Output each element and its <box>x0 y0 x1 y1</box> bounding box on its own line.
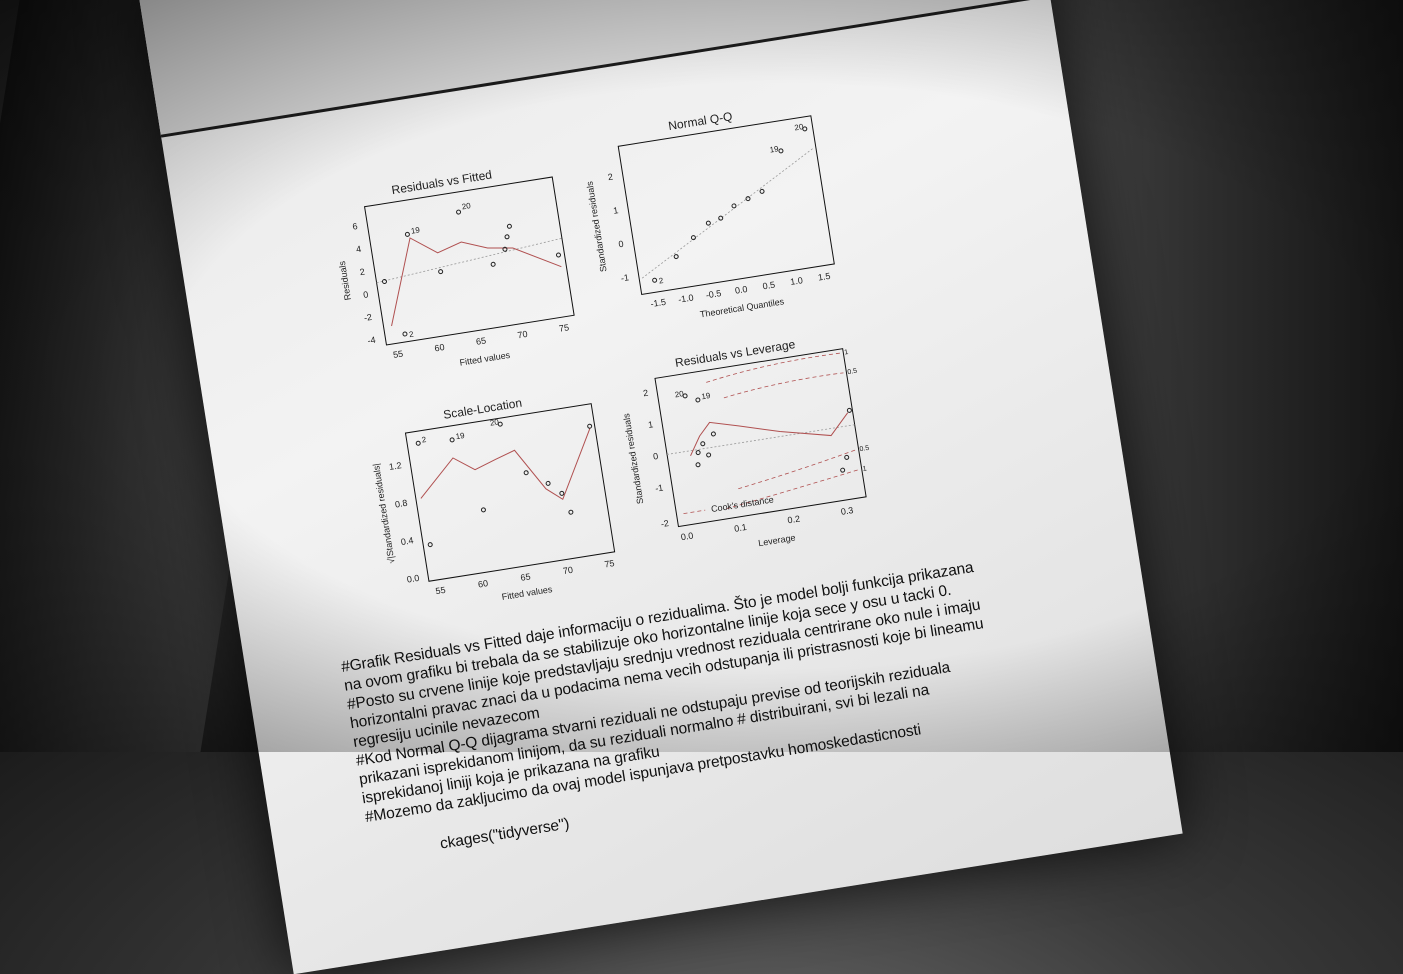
x-tick: -1.5 <box>650 297 667 309</box>
x-tick: 0.3 <box>840 505 854 517</box>
point-label: 19 <box>769 144 780 154</box>
y-tick: 0.8 <box>394 498 408 510</box>
x-tick: 0.2 <box>787 514 801 526</box>
x-tick: 75 <box>558 322 569 333</box>
diagnostic-plots: Residuals vs Fitted 19 20 2 -4 -2 0 2 4 … <box>318 86 895 630</box>
y-axis-label: Standardized residuals <box>621 412 645 504</box>
y-tick: -2 <box>363 312 372 323</box>
plot-scale-location: Scale-Location 2 19 20 0.0 0.4 0.8 1.2 5… <box>371 396 616 602</box>
contour-label: 0.5 <box>859 445 870 453</box>
y-tick: 4 <box>355 244 362 255</box>
plot-residuals-vs-fitted: Residuals vs Fitted 19 20 2 -4 -2 0 2 4 … <box>337 168 575 368</box>
y-tick: -2 <box>660 518 669 529</box>
contour-label: 1 <box>862 465 867 473</box>
x-tick: 0.0 <box>680 530 694 542</box>
x-tick: 1.5 <box>817 271 831 283</box>
x-axis-label: Leverage <box>758 532 797 548</box>
plot-residuals-vs-leverage: Residuals vs Leverage 20 19 1 0.5 0.5 1 <box>621 337 870 548</box>
x-tick: 65 <box>475 335 486 346</box>
plot-frame <box>654 348 867 528</box>
x-tick: 1.0 <box>790 275 804 287</box>
x-axis-label: Fitted values <box>501 584 553 602</box>
y-axis-label: √|Standardized residuals| <box>371 463 397 564</box>
point-label: 20 <box>489 417 500 427</box>
legend-cooks-distance: Cook's distance <box>710 494 774 514</box>
x-tick: -0.5 <box>705 288 722 300</box>
plot-title: Residuals vs Leverage <box>674 337 796 370</box>
point-label: 19 <box>410 225 421 235</box>
x-tick: 0.1 <box>733 522 747 534</box>
y-tick: 0 <box>363 289 370 300</box>
plot-normal-qq: Normal Q-Q 20 19 2 -1 0 1 2 -1.5 -1.0 -0… <box>584 109 835 319</box>
x-tick: -1.0 <box>677 292 694 304</box>
y-tick: 2 <box>607 172 614 183</box>
y-tick: 0.4 <box>400 535 414 547</box>
plot-frame <box>363 176 575 346</box>
y-tick: 2 <box>642 388 649 399</box>
point-label: 2 <box>408 330 414 340</box>
y-axis-label: Residuals <box>337 260 353 301</box>
document-page: Residuals vs Fitted 19 20 2 -4 -2 0 2 4 … <box>137 0 1183 974</box>
x-tick: 55 <box>435 585 446 596</box>
contour-label: 1 <box>844 349 849 357</box>
x-axis-label: Theoretical Quantiles <box>699 296 785 319</box>
y-axis-label: Standardized residuals <box>584 180 608 272</box>
plot-frame <box>404 403 616 582</box>
y-tick: -1 <box>620 272 629 283</box>
y-tick: 2 <box>359 267 366 278</box>
x-tick: 70 <box>517 329 528 340</box>
y-tick: 1 <box>612 205 619 216</box>
x-tick: 75 <box>604 558 615 569</box>
y-tick: 6 <box>352 221 359 232</box>
point-label: 20 <box>461 201 472 211</box>
y-tick: -4 <box>367 335 376 346</box>
y-tick: 0 <box>652 451 659 462</box>
x-tick: 65 <box>520 571 531 582</box>
x-tick: 60 <box>434 342 445 353</box>
point-label: 19 <box>701 391 712 401</box>
point-label: 20 <box>794 122 805 132</box>
point-label: 20 <box>674 389 685 399</box>
plot-title: Scale-Location <box>442 396 523 422</box>
x-tick: 70 <box>562 565 573 576</box>
plot-frame <box>617 115 835 296</box>
x-tick: 55 <box>392 349 403 360</box>
point-label: 2 <box>658 276 664 286</box>
x-tick: 0.5 <box>762 280 776 292</box>
y-tick: -1 <box>654 483 663 494</box>
point-label: 2 <box>421 435 427 445</box>
x-tick: 60 <box>477 578 488 589</box>
y-tick: 1 <box>647 419 654 430</box>
x-tick: 0.0 <box>734 284 748 296</box>
y-tick: 0 <box>618 239 625 250</box>
page-header-band <box>137 0 1051 138</box>
plot-title: Residuals vs Fitted <box>391 168 493 198</box>
x-axis-label: Fitted values <box>459 350 511 368</box>
point-label: 19 <box>455 431 466 441</box>
contour-label: 0.5 <box>847 368 858 376</box>
y-tick: 1.2 <box>388 460 402 472</box>
y-tick: 0.0 <box>406 573 420 585</box>
